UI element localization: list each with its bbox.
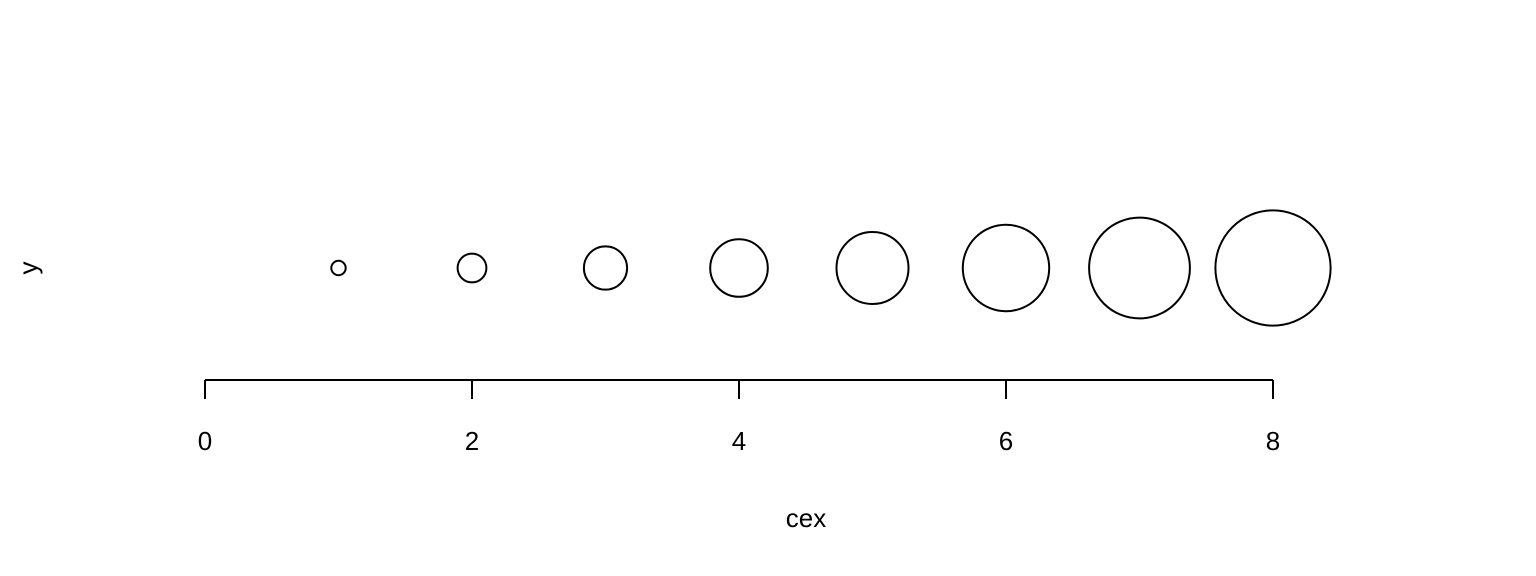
point-6 [961, 223, 1051, 313]
x-tick-label: 6 [999, 426, 1013, 456]
x-ticks: 0 2 4 6 8 [198, 380, 1280, 456]
point-3 [582, 245, 629, 291]
points-layer [330, 209, 1332, 327]
point-5 [835, 231, 910, 305]
x-tick-label: 8 [1266, 426, 1280, 456]
point-8 [1214, 209, 1332, 327]
point-1 [330, 259, 347, 277]
point-4 [709, 238, 769, 298]
y-axis-label: y [13, 262, 43, 275]
x-tick-label: 0 [198, 426, 212, 456]
x-tick-label: 2 [465, 426, 479, 456]
x-tick-label: 4 [732, 426, 746, 456]
point-2 [456, 252, 488, 284]
x-axis-label: cex [786, 503, 826, 533]
point-7 [1088, 216, 1191, 320]
